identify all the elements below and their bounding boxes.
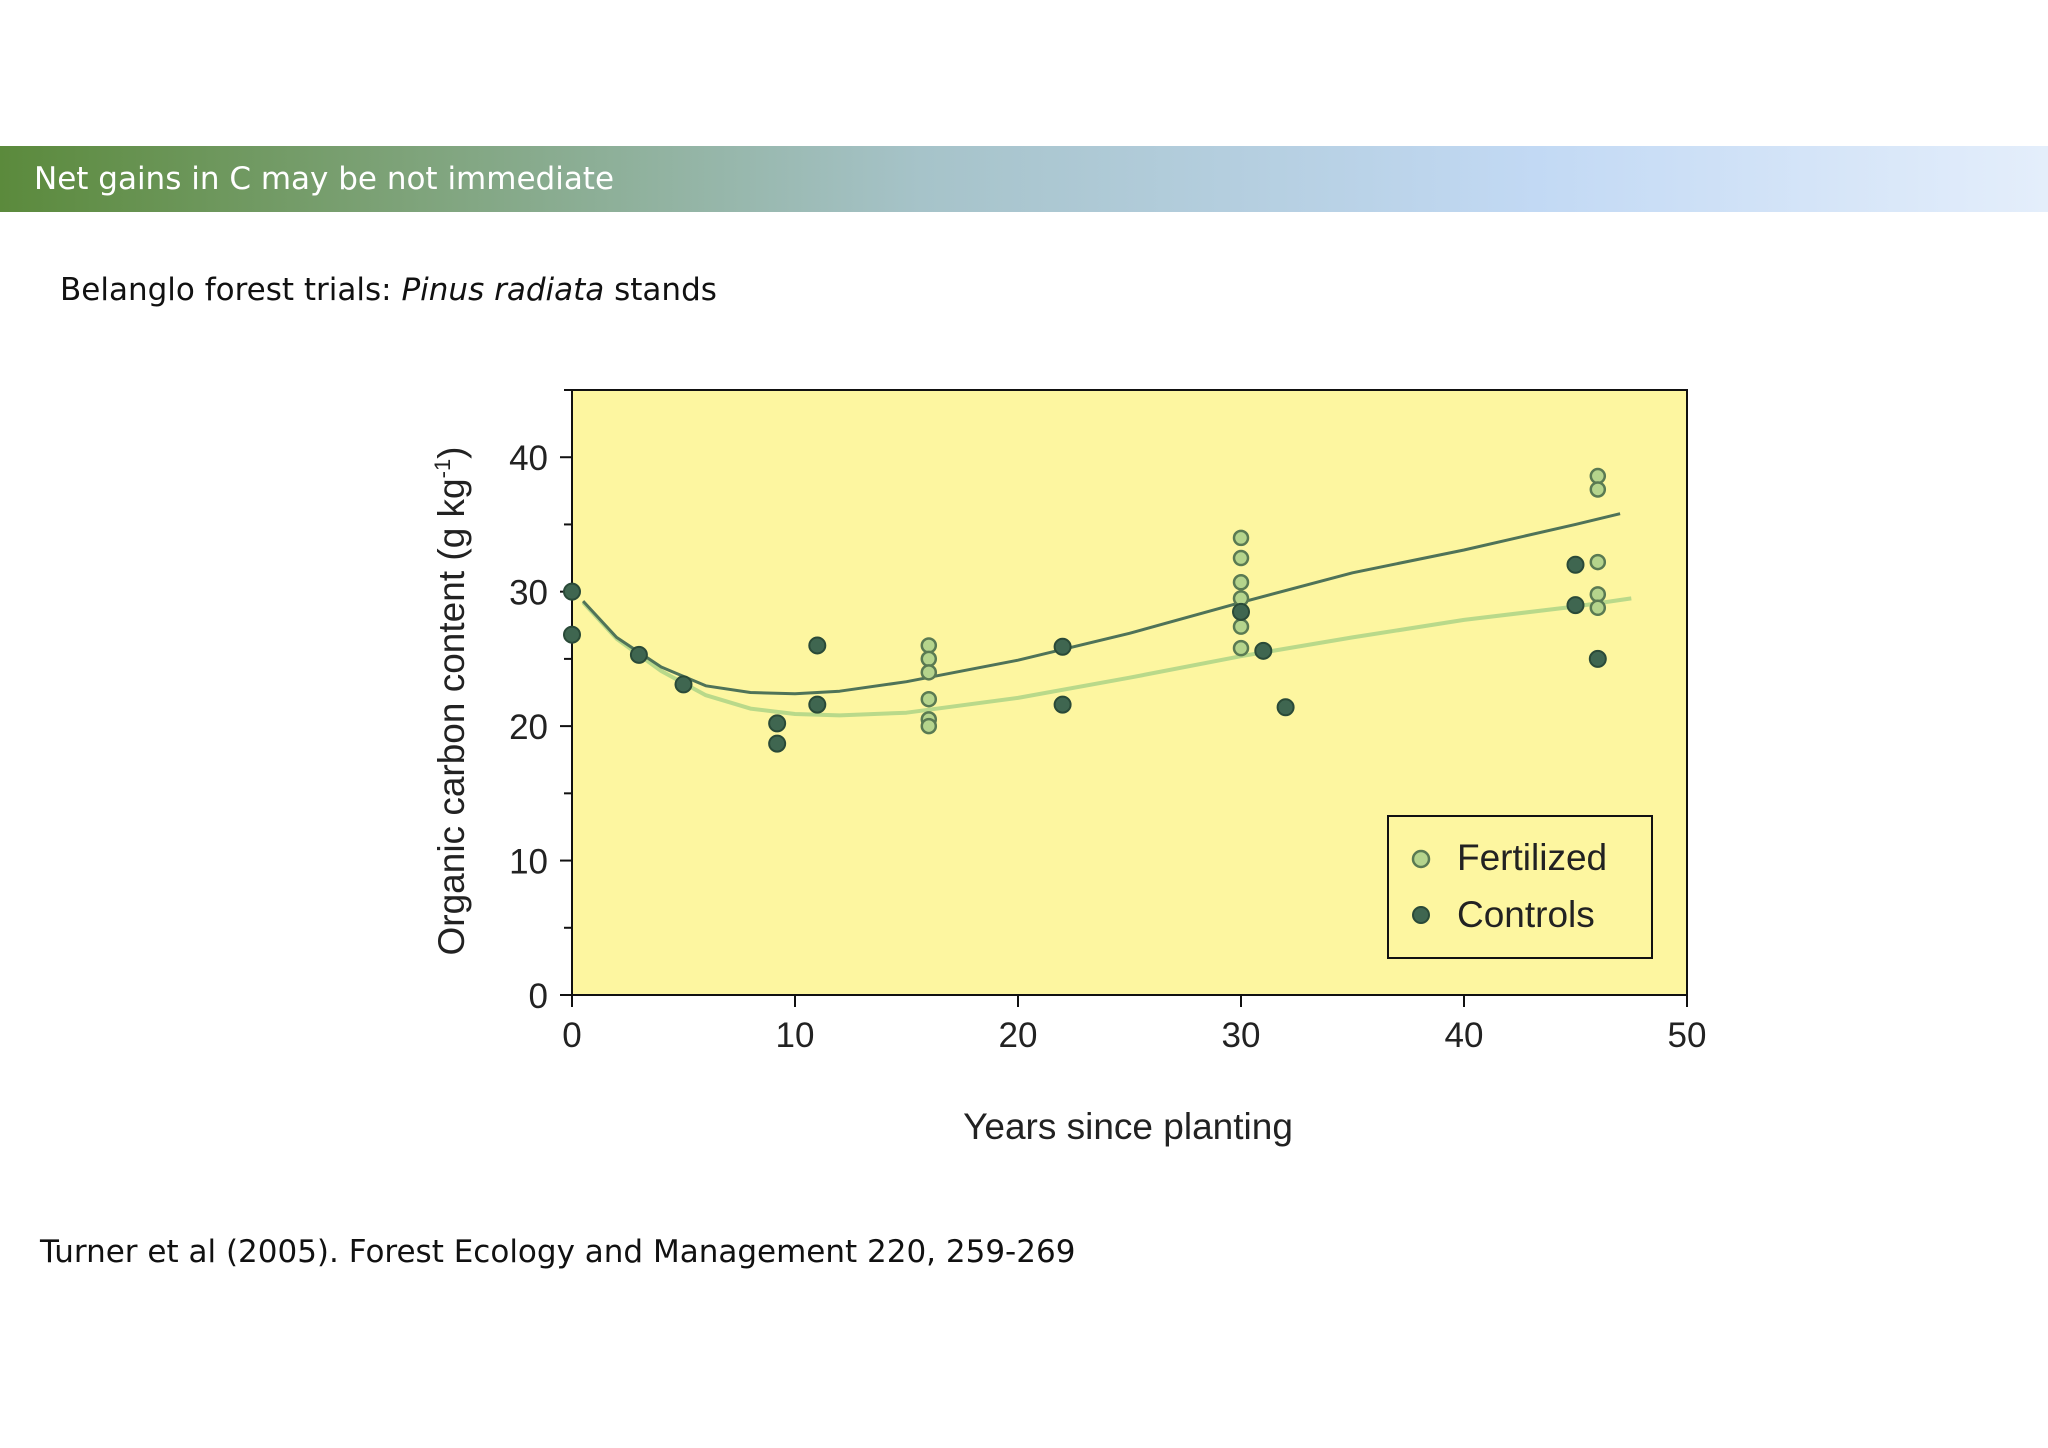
x-axis-label: Years since planting (963, 1106, 1293, 1147)
fertilized-point (1589, 481, 1607, 498)
controls-point (1053, 637, 1072, 656)
legend-box (1387, 815, 1653, 959)
controls-point (674, 675, 693, 694)
fertilized-point (920, 690, 938, 708)
slide-title: Net gains in C may be not immediate (34, 161, 615, 197)
controls-point (1566, 555, 1585, 574)
y-axis-label-main: Organic carbon content (g kg (431, 478, 472, 955)
trend-curves (581, 512, 1632, 718)
legend: Fertilized Controls (1387, 815, 1653, 959)
x-tick-label: 10 (776, 1016, 815, 1055)
x-tick-label: 40 (1445, 1016, 1484, 1055)
x-tick-label: 20 (999, 1016, 1038, 1055)
x-tick-label: 0 (562, 1016, 581, 1055)
fertilized-point (1589, 599, 1607, 617)
controls-point (1232, 602, 1250, 621)
controls-point (1588, 649, 1607, 668)
subtitle-prefix: Belanglo forest trials: (60, 272, 402, 308)
controls-point (563, 582, 581, 601)
slide-subtitle: Belanglo forest trials: Pinus radiata st… (60, 270, 717, 310)
controls-point (1053, 695, 1072, 714)
x-tick-label: 50 (1668, 1016, 1707, 1055)
legend-fertilized-label: Fertilized (1457, 837, 1607, 878)
controls-point (629, 645, 648, 664)
legend-fertilized-marker (1411, 849, 1431, 869)
fertilized-point (1232, 549, 1250, 567)
fertilized-point (920, 650, 938, 668)
y-tick-label: 0 (529, 977, 548, 1016)
controls-point (1276, 698, 1295, 717)
controls-point (808, 636, 827, 655)
fertilized-point (920, 637, 938, 654)
controls-trend-line (581, 512, 1621, 696)
y-axis-label-superscript: -1 (430, 459, 455, 479)
controls-point (768, 714, 787, 733)
y-axis-label-close: ) (431, 446, 472, 458)
fertilized-point (1232, 529, 1250, 547)
y-tick-label: 10 (509, 843, 548, 882)
y-tick-label: 30 (509, 574, 548, 613)
controls-point (768, 734, 787, 753)
fertilized-point (1589, 553, 1607, 571)
controls-point (1254, 641, 1273, 660)
subtitle-suffix: stands (604, 272, 717, 308)
x-tick-label: 30 (1222, 1016, 1261, 1055)
fertilized-point (920, 717, 938, 735)
fertilized-point (920, 664, 938, 681)
fertilized-trend-line (581, 596, 1632, 718)
legend-controls-marker (1412, 906, 1430, 924)
axes: 0 10 20 30 40 50 0 10 20 30 40 (509, 389, 1707, 1055)
fertilized-point (1589, 467, 1607, 485)
data-points (563, 467, 1607, 753)
controls-point (563, 625, 581, 644)
fertilized-point (1232, 574, 1250, 591)
y-tick-label: 20 (509, 708, 548, 747)
y-axis-label: Organic carbon content (g kg-1) (430, 446, 472, 955)
citation: Turner et al (2005). Forest Ecology and … (40, 1234, 1076, 1270)
fertilized-point (1589, 586, 1607, 603)
title-banner: Net gains in C may be not immediate (0, 146, 2048, 212)
y-tick-label: 40 (509, 439, 548, 478)
controls-point (808, 695, 827, 714)
fertilized-point (1232, 618, 1250, 635)
controls-point (1566, 596, 1585, 615)
subtitle-species: Pinus radiata (401, 272, 605, 308)
legend-controls-label: Controls (1457, 894, 1595, 935)
fertilized-point (1232, 639, 1250, 657)
